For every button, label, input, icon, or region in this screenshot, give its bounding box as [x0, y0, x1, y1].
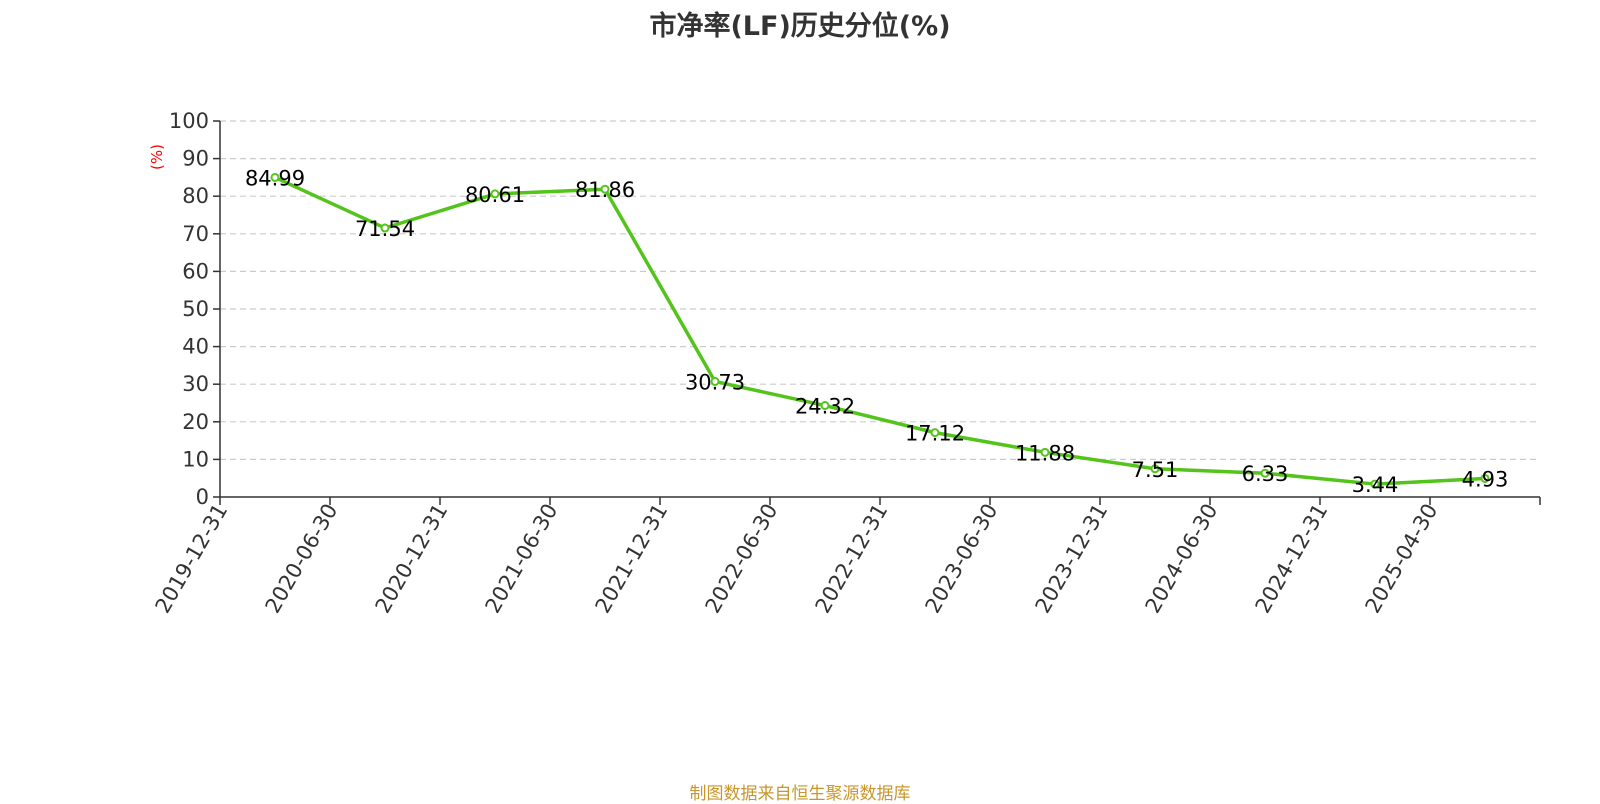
x-tick-label: 2023-06-30: [921, 500, 1003, 618]
y-tick-label: 100: [169, 109, 209, 133]
y-tick-label: 0: [196, 485, 209, 509]
data-point: [1040, 447, 1050, 457]
data-label: 30.73: [685, 370, 745, 394]
data-point: [1370, 479, 1380, 489]
y-tick-label: 90: [182, 147, 209, 171]
data-label: 17.12: [905, 422, 965, 446]
data-point: [380, 223, 390, 233]
data-point: [820, 401, 830, 411]
y-axis-label: (%): [148, 144, 166, 170]
y-tick-label: 50: [182, 297, 209, 321]
y-tick-label: 10: [182, 447, 209, 471]
y-tick-label: 60: [182, 259, 209, 283]
data-label: 4.93: [1462, 467, 1509, 491]
y-tick-label: 30: [182, 372, 209, 396]
x-tick-label: 2020-06-30: [261, 500, 343, 618]
data-label: 6.33: [1242, 462, 1289, 486]
data-label: 11.88: [1015, 441, 1075, 465]
x-tick-label: 2021-12-31: [591, 500, 673, 618]
grid-lines: [220, 120, 1540, 460]
axes: 0 10 20 30 40 50 60 70 80 90 100(%) 2019-12-31 2020-…: [148, 109, 1541, 618]
x-tick-label: 2021-06-30: [481, 500, 563, 618]
y-tick-label: 70: [182, 222, 209, 246]
data-label: 80.61: [465, 183, 525, 207]
x-tick-label: 2022-12-31: [811, 500, 893, 618]
data-labels: 84.99 71.54 80.61 81.86 30.73 24.32 17.12 11.88…: [245, 166, 1508, 497]
data-point: [930, 428, 940, 438]
x-tick-label: 2022-06-30: [701, 500, 783, 618]
series-line: [274, 175, 1486, 486]
data-point: [1260, 468, 1270, 478]
data-point: [490, 189, 500, 199]
data-label: 84.99: [245, 166, 305, 190]
x-tick-label: 2024-12-31: [1251, 500, 1333, 618]
data-point: [1480, 473, 1490, 483]
y-tick-label: 80: [182, 184, 209, 208]
data-label: 3.44: [1352, 473, 1399, 497]
x-tick-label: 2025-04-30: [1361, 500, 1443, 618]
y-tick-label: 20: [182, 410, 209, 434]
data-point: [600, 184, 610, 194]
x-tick-label: 2019-12-31: [151, 500, 233, 618]
data-point: [710, 376, 720, 386]
chart-title: 市净率(LF)历史分位(%): [649, 11, 951, 42]
y-tick-label: 40: [182, 335, 209, 359]
data-point: [270, 172, 280, 182]
data-label: 24.32: [795, 395, 855, 419]
x-tick-label: 2024-06-30: [1141, 500, 1223, 618]
data-label: 7.51: [1132, 458, 1179, 482]
data-label: 81.86: [575, 178, 635, 202]
x-tick-label: 2020-12-31: [371, 500, 453, 618]
source-note: 制图数据来自恒生聚源数据库: [689, 784, 911, 804]
data-label: 71.54: [355, 217, 415, 241]
x-tick-label: 2023-12-31: [1031, 500, 1113, 618]
series-line-group: [270, 172, 1490, 489]
data-point: [1150, 464, 1160, 474]
